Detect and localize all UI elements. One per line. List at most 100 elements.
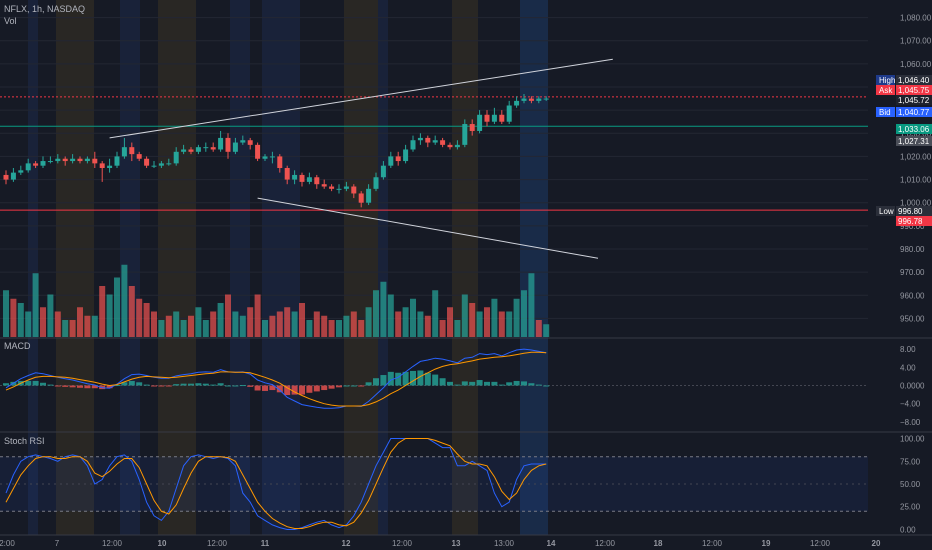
macd-line[interactable] [5, 348, 547, 409]
candle-body[interactable] [536, 98, 542, 101]
candle-body[interactable] [218, 137, 224, 150]
candle-body[interactable] [403, 149, 409, 162]
candle-body[interactable] [10, 172, 16, 180]
candle-body[interactable] [62, 158, 68, 162]
stoch-rsi-pane[interactable] [0, 438, 868, 530]
candle-body[interactable] [77, 158, 83, 162]
macd-histogram-bar [217, 383, 224, 386]
candle-body[interactable] [380, 165, 386, 178]
price-axis-tick-label: 0.00 [900, 525, 916, 534]
candle-body[interactable] [543, 98, 549, 100]
candle-body[interactable] [506, 105, 512, 122]
candle-body[interactable] [395, 156, 401, 162]
stoch-k-line[interactable] [5, 438, 547, 530]
candle-body[interactable] [306, 177, 312, 182]
price-tag-box [896, 136, 932, 146]
candle-body[interactable] [514, 100, 520, 106]
candle-body[interactable] [462, 124, 468, 145]
candle-body[interactable] [388, 156, 394, 166]
candle-body[interactable] [151, 165, 157, 167]
candle-body[interactable] [92, 158, 98, 164]
candle-body[interactable] [136, 154, 142, 159]
candle-body[interactable] [225, 137, 231, 152]
candle-body[interactable] [114, 156, 120, 166]
candle-body[interactable] [521, 98, 527, 101]
candle-body[interactable] [129, 147, 135, 155]
candle-body[interactable] [410, 140, 416, 150]
stoch-d-line[interactable] [5, 438, 547, 529]
trendline[interactable] [109, 58, 613, 139]
candle-body[interactable] [269, 156, 275, 158]
candle-body[interactable] [33, 163, 39, 166]
candle-body[interactable] [314, 177, 320, 185]
candle-body[interactable] [173, 151, 179, 164]
candle-body[interactable] [447, 144, 453, 148]
price-axis[interactable]: 950.00 960.00 970.00 980.00 990.00 1,000.00 1,… [876, 14, 932, 535]
candle-body[interactable] [432, 140, 438, 143]
candle-body[interactable] [203, 147, 209, 149]
candle-body[interactable] [181, 149, 187, 152]
candle-body[interactable] [3, 174, 9, 180]
candle-body[interactable] [107, 165, 113, 168]
price-tag-label-box [876, 107, 895, 117]
candle-body[interactable] [40, 161, 46, 166]
candle-body[interactable] [166, 163, 172, 165]
candle-body[interactable] [343, 186, 349, 189]
candle-body[interactable] [299, 174, 305, 182]
candle-body[interactable] [210, 147, 216, 150]
candle-body[interactable] [417, 137, 423, 141]
candle-body[interactable] [188, 149, 194, 152]
volume-bar [121, 264, 128, 337]
candle-body[interactable] [469, 124, 475, 131]
candle-body[interactable] [336, 188, 342, 190]
price-pane[interactable] [0, 58, 868, 259]
price-axis-tick-label: 1,060.00 [900, 60, 932, 69]
candle-body[interactable] [440, 140, 446, 145]
symbol-title[interactable]: NFLX, 1h, NASDAQ [4, 4, 85, 14]
volume-bar [128, 286, 135, 337]
candle-body[interactable] [484, 114, 490, 122]
macd-histogram-bar [395, 372, 402, 386]
candle-body[interactable] [358, 193, 364, 203]
candle-body[interactable] [99, 163, 105, 168]
candle-body[interactable] [454, 144, 460, 148]
candle-body[interactable] [321, 184, 327, 187]
candle-body[interactable] [84, 158, 90, 162]
candle-body[interactable] [18, 170, 24, 173]
candle-body[interactable] [25, 163, 31, 171]
trendline[interactable] [257, 197, 599, 259]
candle-body[interactable] [70, 158, 76, 162]
candle-body[interactable] [351, 186, 357, 194]
candle-body[interactable] [255, 144, 261, 159]
volume-bar [136, 298, 143, 337]
macd-label[interactable]: MACD [4, 341, 31, 351]
candle-body[interactable] [329, 186, 335, 189]
candle-body[interactable] [121, 147, 127, 157]
candle-body[interactable] [240, 140, 246, 143]
candle-body[interactable] [528, 98, 534, 101]
candle-body[interactable] [373, 177, 379, 189]
candle-body[interactable] [491, 114, 497, 122]
time-axis[interactable]: 2:00 7 12:00 10 12:00 11 12 12:00 13 13:00 14 12:00… [0, 539, 881, 548]
candle-body[interactable] [195, 147, 201, 152]
candle-body[interactable] [144, 158, 150, 166]
macd-pane[interactable] [0, 348, 868, 409]
stoch-rsi-label[interactable]: Stoch RSI [4, 436, 45, 446]
volume-bar [195, 307, 202, 337]
candle-body[interactable] [158, 163, 164, 166]
candle-body[interactable] [284, 168, 290, 180]
candle-body[interactable] [425, 137, 431, 143]
signal-line[interactable] [5, 351, 547, 407]
candle-body[interactable] [55, 158, 61, 162]
candle-body[interactable] [262, 156, 268, 159]
candle-body[interactable] [247, 140, 253, 145]
candle-body[interactable] [47, 161, 53, 163]
session-band [452, 0, 478, 535]
candle-body[interactable] [366, 188, 372, 203]
candle-body[interactable] [277, 156, 283, 168]
candle-body[interactable] [477, 114, 483, 131]
candle-body[interactable] [499, 114, 505, 122]
candle-body[interactable] [232, 142, 238, 152]
candle-body[interactable] [292, 174, 298, 180]
